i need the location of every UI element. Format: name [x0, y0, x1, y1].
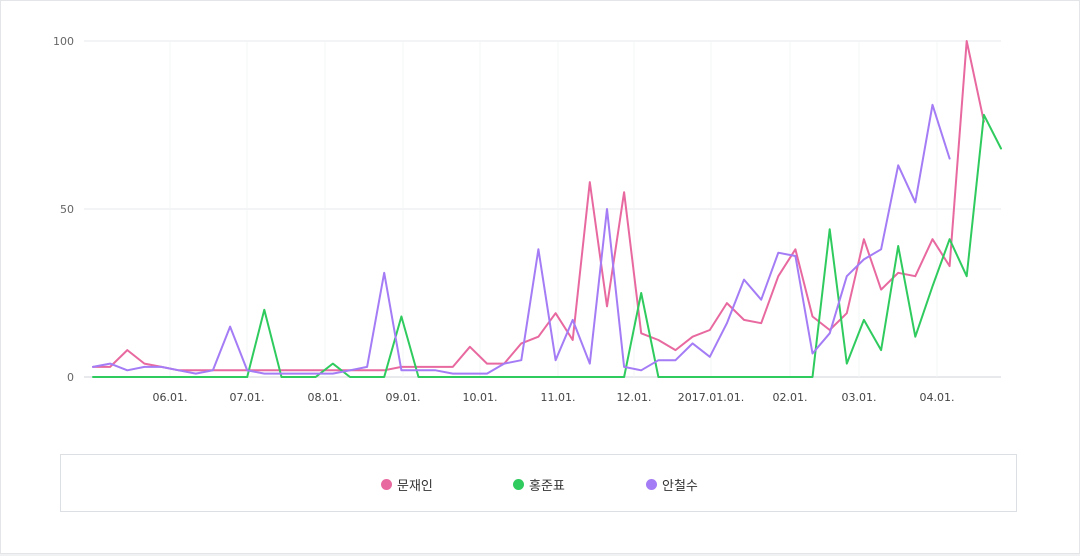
y-axis: 100 50 0	[53, 35, 74, 384]
legend-item-series-1[interactable]: 문재인	[381, 475, 433, 494]
legend-item-series-3[interactable]: 안철수	[646, 475, 698, 494]
x-tick-label: 09.01.	[386, 391, 421, 404]
x-tick-label: 03.01.	[842, 391, 877, 404]
x-tick-label: 02.01.	[773, 391, 808, 404]
legend-item-series-2[interactable]: 홍준표	[513, 475, 565, 494]
x-tick-label: 06.01.	[153, 391, 188, 404]
series-line-1	[92, 40, 985, 372]
x-axis: 06.01. 07.01. 08.01. 09.01. 10.01. 11.01. 12.0…	[153, 391, 955, 404]
y-tick-label: 100	[53, 35, 74, 48]
series-line-3	[92, 103, 951, 375]
x-tick-label: 12.01.	[617, 391, 652, 404]
legend-marker	[381, 479, 392, 490]
y-tick-label: 50	[60, 203, 74, 216]
series-lines	[92, 40, 1002, 378]
y-tick-label: 0	[67, 371, 74, 384]
x-tick-label: 08.01.	[308, 391, 343, 404]
grid	[84, 40, 1001, 378]
legend-label: 안철수	[662, 479, 698, 494]
series-line-2	[92, 113, 1002, 378]
x-tick-label: 10.01.	[463, 391, 498, 404]
x-tick-label: 04.01.	[920, 391, 955, 404]
legend-marker	[513, 479, 524, 490]
x-tick-label: 07.01.	[230, 391, 265, 404]
x-tick-label: 11.01.	[541, 391, 576, 404]
legend-label: 문재인	[397, 479, 433, 494]
legend-marker	[646, 479, 657, 490]
legend: 문재인 홍준표 안철수	[60, 454, 1017, 512]
x-tick-label: 2017.01.01.	[678, 391, 744, 404]
legend-label: 홍준표	[529, 479, 565, 494]
